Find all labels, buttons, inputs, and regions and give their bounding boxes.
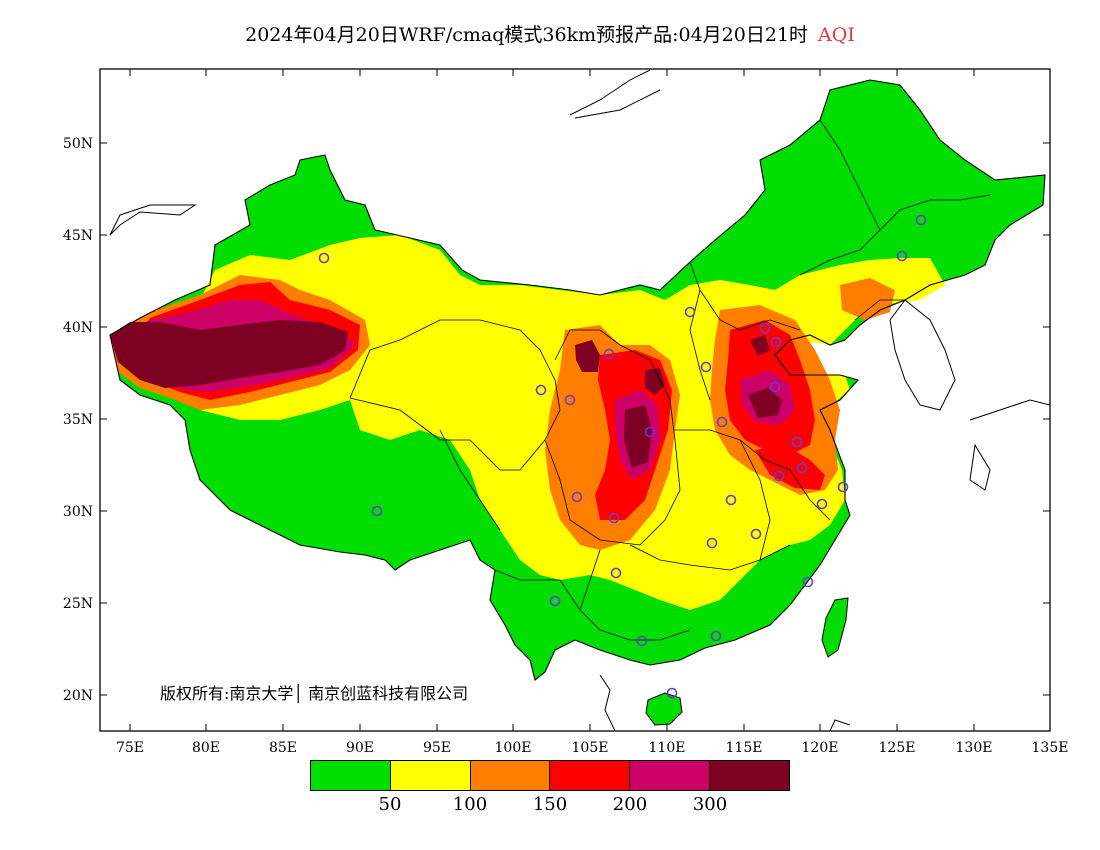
station-marker-icon — [706, 537, 718, 549]
aqi-hazardous-zone-beijing — [750, 335, 770, 356]
legend-swatch — [310, 760, 391, 791]
station-marker-icon — [816, 498, 828, 510]
station-marker-icon — [759, 322, 771, 334]
south-coast-outline — [829, 719, 851, 731]
lat-tick-label: 30N — [63, 504, 93, 520]
station-marker-icon — [644, 426, 656, 438]
lat-tick-label: 35N — [63, 412, 93, 428]
station-marker-icon — [666, 687, 678, 699]
aqi-legend — [310, 760, 790, 792]
station-marker-icon — [700, 361, 712, 373]
lon-tick-label: 90E — [346, 740, 374, 756]
lat-tick-label: 45N — [63, 228, 93, 244]
lon-tick-label: 75E — [116, 740, 144, 756]
station-marker-icon — [684, 306, 696, 318]
station-marker-icon — [802, 576, 814, 588]
taiwan-island — [822, 598, 848, 657]
lon-tick-label: 85E — [269, 740, 297, 756]
lon-tick-label: 120E — [802, 740, 839, 756]
station-marker-icon — [716, 416, 728, 428]
station-marker-icon — [725, 494, 737, 506]
station-marker-icon — [371, 505, 383, 517]
lat-tick-label: 25N — [63, 596, 93, 612]
legend-swatch — [390, 760, 471, 791]
legend-swatch — [470, 760, 551, 791]
korea-japan-outline — [889, 299, 1050, 491]
sakhalin-coast-outline — [569, 69, 661, 119]
station-marker-icon — [769, 381, 781, 393]
legend-label: 100 — [452, 794, 488, 815]
station-marker-icon — [535, 384, 547, 396]
station-marker-icon — [770, 336, 782, 348]
hainan-island — [646, 693, 682, 725]
station-marker-icon — [750, 528, 762, 540]
lon-tick-label: 105E — [572, 740, 609, 756]
lat-tick-label: 50N — [63, 136, 93, 152]
lon-tick-label: 130E — [956, 740, 993, 756]
legend-label: 50 — [378, 794, 402, 815]
aqi-legend-labels: 50 100 150 200 300 — [310, 794, 790, 818]
copyright-company: 南京创蓝科技有限公司 — [308, 684, 469, 703]
station-marker-icon — [636, 635, 648, 647]
taiwan-border — [821, 597, 849, 658]
station-marker-icon — [549, 595, 561, 607]
map-title: 2024年04月20日WRF/cmaq模式36km预报产品:04月20日21时 A… — [0, 20, 1100, 47]
vietnam-coast-outline — [599, 674, 616, 731]
longitude-axis: 75E 80E 85E 90E 95E 100E 105E 110E 115E 120E 125E 1… — [116, 69, 1069, 756]
map-frame — [99, 68, 1051, 732]
title-text: 2024年04月20日WRF/cmaq模式36km预报产品:04月20日21时 — [245, 24, 809, 46]
station-marker-icon — [791, 436, 803, 448]
station-marker-icon — [564, 394, 576, 406]
legend-swatch — [710, 760, 790, 791]
station-marker-icon — [571, 491, 583, 503]
aqi-hazardous-zone-hebei — [748, 388, 782, 418]
aqi-hazardous-zone-west — [110, 320, 348, 388]
lon-tick-label: 110E — [649, 740, 686, 756]
lon-tick-label: 115E — [726, 740, 763, 756]
aqi-hazardous-zone-shanxi — [645, 368, 665, 395]
province-boundaries — [349, 119, 991, 641]
station-marker-icon — [710, 630, 722, 642]
lon-tick-label: 100E — [495, 740, 532, 756]
legend-label: 300 — [692, 794, 728, 815]
aqi-hazardous-zone-henan — [624, 405, 652, 468]
legend-swatch — [630, 760, 711, 791]
station-marker-icon — [608, 512, 620, 524]
lon-tick-label: 80E — [192, 740, 220, 756]
legend-swatch — [550, 760, 631, 791]
caspian-outline — [109, 204, 197, 236]
station-marker-icon — [896, 250, 908, 262]
title-variable: AQI — [818, 24, 855, 46]
lat-tick-label: 40N — [63, 320, 93, 336]
station-markers — [318, 214, 927, 699]
lon-tick-label: 125E — [879, 740, 916, 756]
station-marker-icon — [318, 252, 330, 264]
station-marker-icon — [610, 567, 622, 579]
aqi-unhealthy-zone-southeast — [755, 445, 825, 490]
china-border — [109, 79, 1046, 681]
station-marker-icon — [796, 462, 808, 474]
station-marker-icon — [773, 470, 785, 482]
station-marker-icon — [915, 214, 927, 226]
map-content — [109, 69, 1050, 731]
lon-tick-label: 135E — [1032, 740, 1069, 756]
legend-label: 150 — [532, 794, 568, 815]
legend-label: 200 — [612, 794, 648, 815]
station-marker-icon — [837, 481, 849, 493]
latitude-axis: 50N 45N 40N 35N 30N 25N 20N — [63, 136, 1050, 704]
lat-tick-label: 20N — [63, 688, 93, 704]
aqi-hazardous-zone-shaanxi — [575, 340, 600, 372]
station-marker-icon — [603, 348, 615, 360]
copyright-prefix: 版权所有:南京大学 — [160, 684, 294, 703]
copyright-notice: 版权所有:南京大学│ 南京创蓝科技有限公司 — [160, 684, 469, 703]
lon-tick-label: 95E — [423, 740, 451, 756]
